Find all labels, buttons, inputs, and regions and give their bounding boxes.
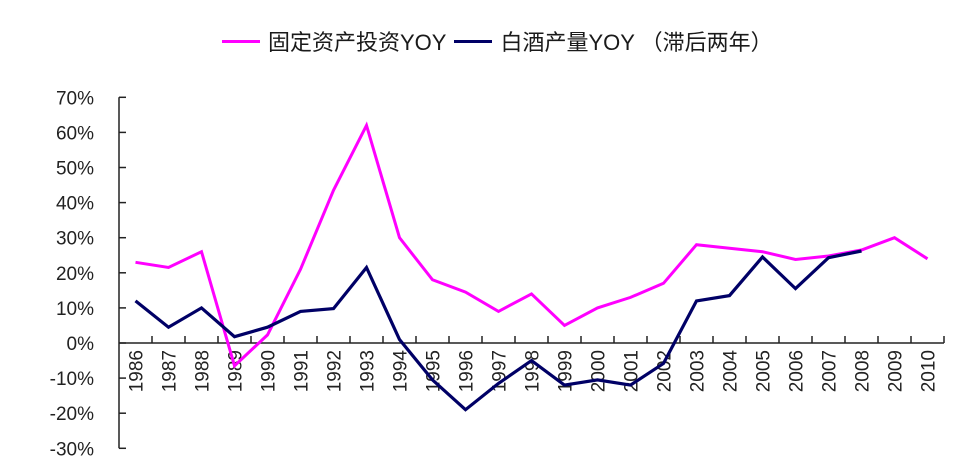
x-tick-label: 2010 <box>919 350 940 392</box>
y-tick-label: 10% <box>56 299 94 320</box>
x-tick-label: 2008 <box>853 350 874 392</box>
x-tick-label: 2007 <box>820 350 841 392</box>
x-tick-label: 2000 <box>589 350 610 392</box>
x-tick-label: 1986 <box>127 350 148 392</box>
x-tick-label: 1994 <box>391 350 412 393</box>
legend-label: 白酒产量YOY （滞后两年） <box>500 30 773 55</box>
legend-label: 固定资产投资YOY <box>268 30 447 55</box>
x-tick-label: 1992 <box>325 350 346 392</box>
x-tick-label: 2006 <box>787 350 808 392</box>
y-axis: 70% 60% 50% 40% 30% 20% 10% 0% -10% -20% -30% <box>50 88 126 460</box>
x-tick-label: 1996 <box>457 350 478 392</box>
x-tick-label: 2004 <box>721 350 742 393</box>
chart-series <box>134 121 929 412</box>
x-tick-label: 2005 <box>754 350 775 392</box>
y-tick-label: -10% <box>50 369 94 390</box>
y-tick-label: 30% <box>56 229 94 250</box>
x-tick-label: 2002 <box>655 350 676 392</box>
y-tick-label: 40% <box>56 194 94 215</box>
legend-swatch-navy <box>454 39 493 43</box>
x-tick-label: 1995 <box>424 350 445 392</box>
series-line-baijiu-output <box>134 249 862 412</box>
y-tick-label: 50% <box>56 159 94 180</box>
y-tick-label: 0% <box>67 334 95 355</box>
y-tick-label: 70% <box>56 88 94 109</box>
x-tick-label: 1997 <box>490 350 511 392</box>
x-tick-label: 1993 <box>358 350 379 392</box>
x-tick-label: 1990 <box>259 350 280 392</box>
x-tick-label: 1998 <box>523 350 544 392</box>
y-tick-label: -30% <box>50 439 94 460</box>
legend-item-fixed-asset-investment: 固定资产投资YOY <box>222 25 446 57</box>
y-tick-label: -20% <box>50 404 94 425</box>
legend-item-baijiu-output: 白酒产量YOY （滞后两年） <box>454 25 773 57</box>
x-tick-label: 2003 <box>688 350 709 392</box>
series-line-fixed-asset-investment <box>135 121 929 369</box>
chart-legend: 固定资产投资YOY 白酒产量YOY （滞后两年） <box>222 26 781 56</box>
x-tick-label: 1991 <box>292 350 313 392</box>
legend-swatch-magenta <box>222 39 260 43</box>
x-tick-label: 1988 <box>193 350 214 392</box>
y-tick-label: 60% <box>56 123 94 144</box>
x-tick-label: 2009 <box>886 350 907 392</box>
x-axis: 1986 1987 1988 1989 1990 1991 1992 1993 1994 1995… <box>119 336 945 393</box>
y-tick-label: 20% <box>56 264 94 285</box>
x-tick-label: 1987 <box>160 350 181 392</box>
